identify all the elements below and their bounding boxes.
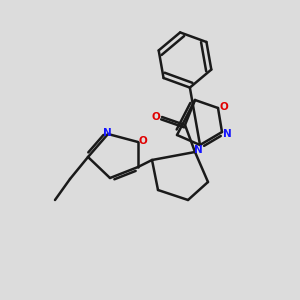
Text: O: O xyxy=(220,102,228,112)
Text: N: N xyxy=(194,145,202,155)
Text: N: N xyxy=(103,128,111,138)
Text: O: O xyxy=(152,112,160,122)
Text: N: N xyxy=(223,129,231,139)
Text: O: O xyxy=(139,136,147,146)
